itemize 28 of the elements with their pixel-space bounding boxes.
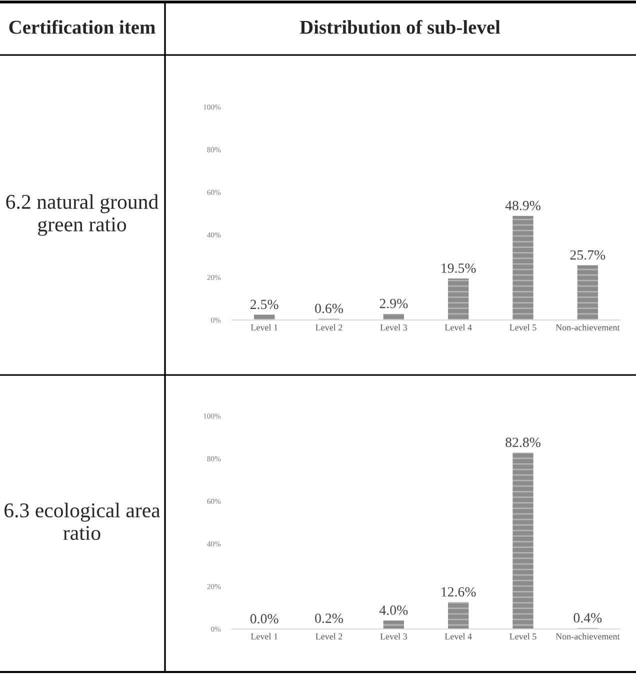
data-label: 4.0% [379, 606, 408, 615]
x-tick-label: Level 4 [444, 633, 472, 640]
x-tick-label: Level 2 [316, 324, 342, 331]
x-tick-label: Non-achievement [556, 324, 620, 331]
x-tick-label: Level 1 [250, 633, 278, 640]
data-label: 0.6% [315, 304, 343, 314]
data-label: 25.7% [570, 250, 606, 260]
text: 6.3 ecological area ratio [4, 502, 160, 540]
data-label: 82.8% [506, 438, 540, 448]
x-tick-label: Level 3 [380, 633, 407, 640]
x-tick-label: Level 5 [510, 633, 536, 640]
data-label: 0.0% [250, 614, 278, 624]
data-label: 19.5% [442, 263, 476, 273]
x-tick-label: Non-achievement [556, 633, 620, 640]
text: Certification item [9, 20, 156, 34]
x-tick-label: Level 2 [316, 633, 342, 640]
text: Distribution of sub-level [300, 20, 500, 34]
data-label: 12.6% [442, 587, 476, 597]
x-tick-label: Level 3 [380, 324, 407, 331]
x-tick-label: Level 4 [444, 324, 472, 331]
data-label: 48.9% [505, 200, 540, 210]
data-label: 0.4% [574, 613, 602, 623]
data-label: 2.5% [250, 300, 278, 310]
data-label: 0.2% [315, 614, 343, 624]
x-tick-label: Level 1 [250, 324, 278, 331]
data-label: 2.9% [380, 298, 408, 308]
text: 6.2 natural ground green ratio [6, 194, 158, 236]
x-tick-label: Level 5 [510, 324, 536, 331]
